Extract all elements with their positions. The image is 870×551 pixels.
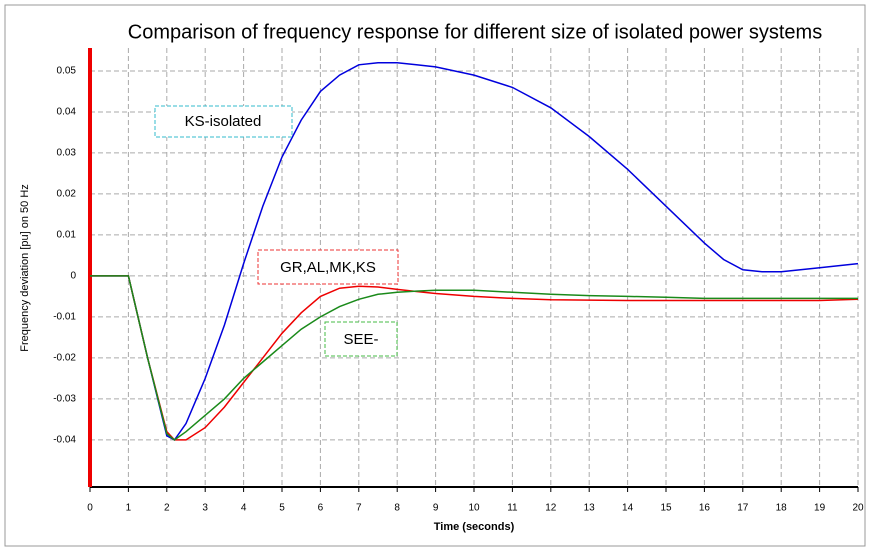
x-tick-label: 14 <box>622 503 634 514</box>
x-tick-label: 12 <box>545 503 557 514</box>
annotation: SEE- <box>343 331 378 348</box>
series-line <box>90 275 859 441</box>
x-tick-label: 2 <box>164 503 170 514</box>
annotation-box <box>324 321 398 357</box>
x-tick-label: 18 <box>776 503 788 514</box>
x-tick-label: 0 <box>87 503 93 514</box>
series-line <box>90 62 859 441</box>
y-tick-label: 0 <box>70 271 76 282</box>
x-tick-label: 20 <box>852 503 864 514</box>
x-tick-label: 13 <box>584 503 596 514</box>
y-tick-label: 0.02 <box>57 189 77 200</box>
y-tick-label: -0.02 <box>53 353 76 364</box>
y-tick-label: 0.04 <box>57 107 77 118</box>
x-tick-label: 10 <box>468 503 480 514</box>
y-tick-label: -0.01 <box>53 312 76 323</box>
x-tick-label: 19 <box>814 503 826 514</box>
y-axis-label: Frequency deviation [pu] on 50 Hz <box>19 184 31 352</box>
y-tick-label: -0.04 <box>53 435 76 446</box>
x-tick-label: 11 <box>507 503 518 514</box>
y-tick-label: 0.03 <box>57 148 77 159</box>
x-axis-label: Time (seconds) <box>434 521 515 533</box>
x-tick-label: 17 <box>737 503 749 514</box>
annotation-box <box>154 105 293 138</box>
annotation-box <box>257 249 399 285</box>
x-tick-label: 7 <box>356 503 362 514</box>
x-tick-label: 6 <box>318 503 324 514</box>
x-tick-label: 16 <box>699 503 711 514</box>
x-tick-label: 8 <box>394 503 400 514</box>
y-tick-label: 0.05 <box>57 66 77 77</box>
annotation: KS-isolated <box>185 113 262 130</box>
x-tick-label: 4 <box>241 503 247 514</box>
x-tick-label: 3 <box>202 503 208 514</box>
y-tick-label: 0.01 <box>57 230 77 241</box>
x-tick-label: 1 <box>126 503 132 514</box>
lines <box>90 62 859 441</box>
y-tick-label: -0.03 <box>53 394 76 405</box>
annotation: GR,AL,MK,KS <box>280 259 376 276</box>
chart-title: Comparison of frequency response for dif… <box>128 21 822 43</box>
series-line <box>90 275 858 441</box>
x-tick-label: 5 <box>279 503 285 514</box>
x-tick-label: 15 <box>660 503 672 514</box>
x-tick-label: 9 <box>433 503 439 514</box>
